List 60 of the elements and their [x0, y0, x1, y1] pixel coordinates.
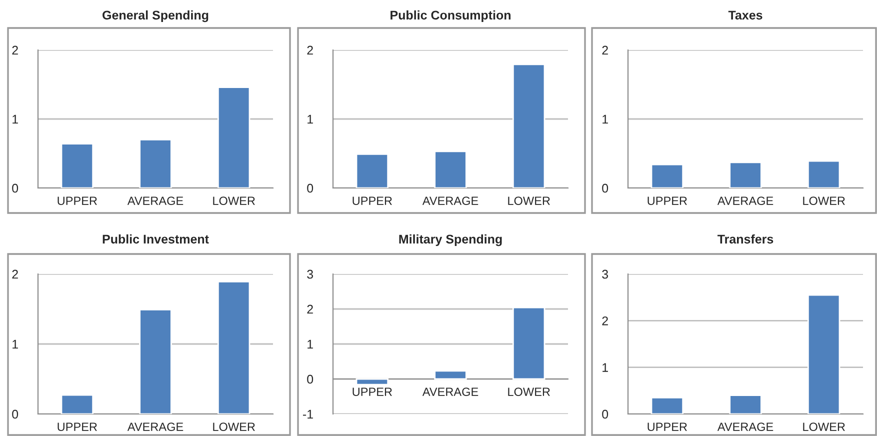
y-tick-label: 3	[602, 270, 608, 279]
x-tick-label: UPPER	[648, 196, 687, 206]
chart-title: Transfers	[718, 234, 774, 244]
bar	[356, 378, 389, 386]
y-tick-label: 0	[602, 410, 608, 419]
chart-title: Public Investment	[102, 234, 209, 244]
chart-title: Military Spending	[399, 234, 502, 246]
y-tick-label: 1	[12, 340, 18, 349]
x-tick-label: LOWER	[508, 388, 550, 396]
y-tick-label: 0	[307, 184, 314, 193]
x-tick-label: UPPER	[58, 196, 97, 206]
x-tick-label: AVERAGE	[422, 196, 478, 206]
chart-title: Public Consumption	[390, 10, 510, 22]
chart-title: Taxes	[728, 10, 762, 20]
y-tick-label: 3	[307, 270, 314, 279]
x-tick-label: LOWER	[803, 422, 845, 432]
y-tick-label: -1	[302, 410, 313, 419]
x-tick-label: AVERAGE	[127, 422, 184, 432]
bar	[217, 86, 250, 188]
bar	[512, 306, 546, 380]
y-tick-label: 1	[308, 114, 313, 124]
x-tick-label: UPPER	[58, 422, 97, 432]
y-tick-label: 1	[12, 114, 18, 124]
bar	[807, 294, 840, 414]
y-tick-label: 2	[12, 46, 18, 55]
y-tick-label: 2	[602, 46, 608, 55]
y-tick-label: 0	[12, 184, 18, 193]
y-tick-label: 0	[12, 410, 18, 419]
bar	[356, 153, 389, 188]
bar	[512, 64, 546, 188]
x-tick-label: AVERAGE	[717, 196, 774, 206]
bar	[650, 396, 684, 414]
y-tick-label: 2	[307, 304, 313, 314]
x-tick-label: AVERAGE	[422, 388, 478, 396]
y-tick-label: 2	[307, 46, 313, 55]
bar	[139, 309, 172, 414]
y-tick-label: 1	[602, 114, 608, 124]
y-tick-label: 1	[308, 340, 313, 349]
y-tick-label: 0	[307, 374, 314, 384]
x-tick-label: UPPER	[352, 388, 392, 396]
y-tick-label: 2	[12, 270, 18, 279]
bar	[434, 150, 467, 188]
bar	[217, 281, 250, 414]
x-tick-label: LOWER	[213, 422, 255, 432]
x-tick-label: UPPER	[352, 196, 392, 206]
x-tick-label: AVERAGE	[127, 196, 184, 206]
bar	[139, 139, 172, 188]
bar	[60, 394, 94, 414]
y-tick-label: 0	[602, 184, 608, 193]
x-tick-label: LOWER	[803, 196, 845, 206]
bar	[60, 143, 94, 188]
x-tick-label: LOWER	[508, 196, 550, 206]
y-tick-label: 1	[602, 363, 608, 372]
x-tick-label: UPPER	[648, 422, 687, 432]
bar	[434, 370, 467, 380]
x-tick-label: LOWER	[213, 196, 255, 206]
chart-title: General Spending	[102, 10, 208, 22]
y-tick-label: 2	[602, 316, 608, 326]
bar	[729, 394, 762, 414]
x-tick-label: AVERAGE	[717, 422, 774, 432]
